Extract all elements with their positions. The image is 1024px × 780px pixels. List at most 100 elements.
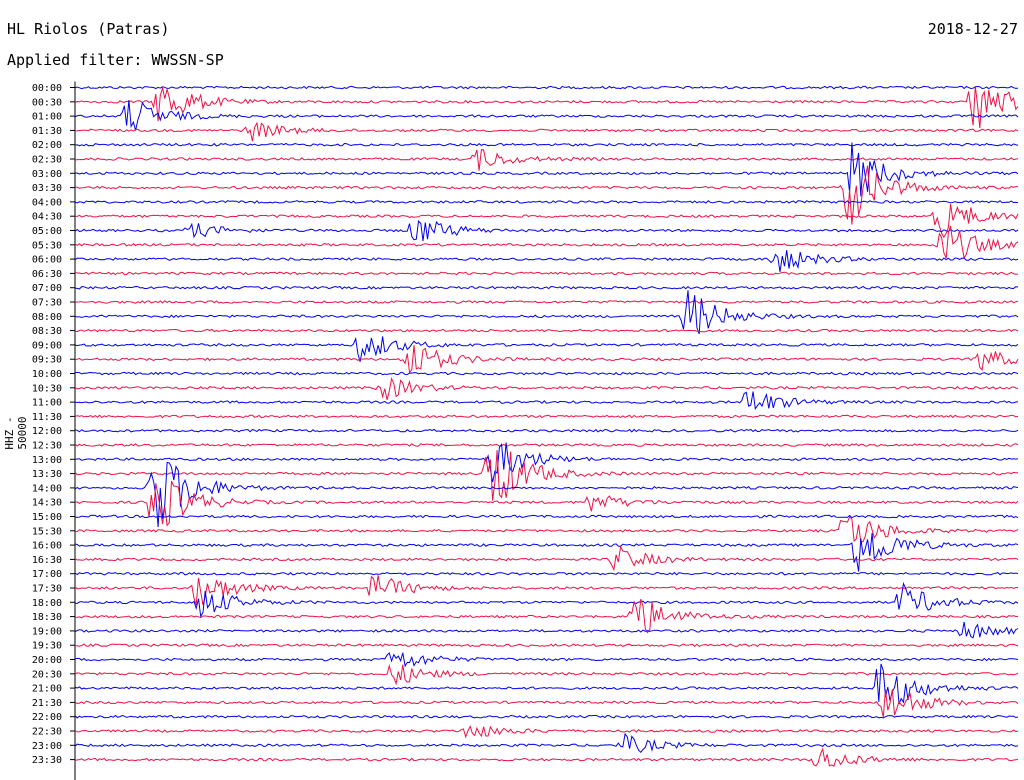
trace-row-1330 bbox=[74, 450, 1019, 501]
trace-row-2300 bbox=[74, 732, 1019, 754]
row-time-label: 17:00 bbox=[32, 569, 62, 580]
row-time-label: 23:30 bbox=[32, 755, 62, 766]
trace-row-2000 bbox=[74, 652, 1019, 668]
trace-row-2130 bbox=[74, 689, 1019, 718]
row-time-label: 20:00 bbox=[32, 655, 62, 666]
trace-row-1230 bbox=[74, 443, 1019, 447]
row-time-label: 03:00 bbox=[32, 169, 62, 180]
trace-row-2230 bbox=[74, 725, 1019, 739]
trace-row-1900 bbox=[74, 621, 1019, 639]
trace-row-1630 bbox=[74, 544, 1019, 572]
row-time-label: 15:30 bbox=[32, 526, 62, 537]
trace-row-1030 bbox=[74, 376, 1019, 401]
row-time-label: 00:30 bbox=[32, 97, 62, 108]
trace-row-1600 bbox=[74, 533, 1019, 572]
trace-row-2200 bbox=[74, 714, 1019, 719]
row-time-label: 05:30 bbox=[32, 240, 62, 251]
trace-row-0100 bbox=[74, 99, 1019, 131]
trace-row-1400 bbox=[74, 461, 1019, 528]
date-label: 2018-12-27 bbox=[927, 20, 1018, 38]
row-time-label: 16:30 bbox=[32, 555, 62, 566]
row-time-label: 23:00 bbox=[32, 741, 62, 752]
trace-row-1800 bbox=[75, 581, 1019, 618]
row-time-label: 04:00 bbox=[32, 197, 62, 208]
trace-row-0930 bbox=[74, 345, 1019, 374]
trace-row-0200 bbox=[74, 142, 1019, 147]
row-time-label: 12:00 bbox=[32, 426, 62, 437]
station-title: HL Riolos (Patras) bbox=[7, 20, 170, 38]
row-time-label: 08:30 bbox=[32, 326, 62, 337]
trace-row-1930 bbox=[75, 643, 1019, 648]
trace-row-0900 bbox=[74, 336, 1019, 362]
trace-row-1500 bbox=[74, 514, 1019, 519]
row-time-label: 10:30 bbox=[32, 383, 62, 394]
trace-row-0130 bbox=[74, 121, 1019, 142]
row-time-label: 06:00 bbox=[32, 255, 62, 266]
row-time-label: 02:00 bbox=[32, 140, 62, 151]
row-time-label: 14:30 bbox=[32, 498, 62, 509]
row-time-label: 07:00 bbox=[32, 283, 62, 294]
row-time-label: 13:30 bbox=[32, 469, 62, 480]
trace-row-0500 bbox=[74, 219, 1019, 242]
trace-row-0700 bbox=[74, 285, 1019, 290]
row-time-label: 05:00 bbox=[32, 226, 62, 237]
trace-row-0530 bbox=[74, 226, 1019, 260]
trace-row-0600 bbox=[74, 250, 1019, 272]
trace-row-0800 bbox=[74, 290, 1019, 335]
trace-row-0230 bbox=[74, 149, 1019, 171]
row-time-label: 16:00 bbox=[32, 541, 62, 552]
trace-row-0400 bbox=[74, 200, 1019, 204]
trace-row-0630 bbox=[74, 271, 1019, 276]
trace-row-0730 bbox=[74, 300, 1019, 304]
row-time-label: 20:30 bbox=[32, 669, 62, 680]
row-time-label: 01:00 bbox=[32, 112, 62, 123]
trace-row-0000 bbox=[74, 85, 1019, 90]
row-time-label: 09:30 bbox=[32, 355, 62, 366]
trace-row-1730 bbox=[74, 575, 1019, 606]
row-time-label: 19:30 bbox=[32, 641, 62, 652]
trace-row-2030 bbox=[74, 663, 1019, 686]
trace-row-0430 bbox=[75, 204, 1019, 239]
row-time-label: 19:00 bbox=[32, 626, 62, 637]
trace-row-1700 bbox=[74, 571, 1019, 576]
row-time-label: 01:30 bbox=[32, 126, 62, 137]
row-time-label: 13:00 bbox=[32, 455, 62, 466]
row-time-label: 12:30 bbox=[32, 441, 62, 452]
trace-row-0330 bbox=[74, 165, 1018, 225]
row-time-label: 10:00 bbox=[32, 369, 62, 380]
row-time-label: 22:00 bbox=[32, 712, 62, 723]
filter-label: Applied filter: WWSSN-SP bbox=[7, 51, 224, 69]
row-time-label: 17:30 bbox=[32, 584, 62, 595]
row-time-label: 18:30 bbox=[32, 612, 62, 623]
trace-row-2100 bbox=[74, 663, 1019, 705]
row-time-label: 11:30 bbox=[32, 412, 62, 423]
trace-row-1000 bbox=[74, 371, 1019, 376]
row-time-label: 08:00 bbox=[32, 312, 62, 323]
row-time-label: 03:30 bbox=[32, 183, 62, 194]
row-time-label: 21:30 bbox=[32, 698, 62, 709]
row-time-label: 09:00 bbox=[32, 340, 62, 351]
row-time-label: 21:00 bbox=[32, 684, 62, 695]
trace-row-0300 bbox=[74, 142, 1019, 197]
row-time-label: 14:00 bbox=[32, 483, 62, 494]
trace-row-1200 bbox=[74, 428, 1019, 433]
row-time-label: 22:30 bbox=[32, 727, 62, 738]
trace-row-2330 bbox=[74, 747, 1019, 767]
trace-row-1530 bbox=[74, 516, 1019, 543]
row-time-label: 07:30 bbox=[32, 298, 62, 309]
row-time-label: 15:00 bbox=[32, 512, 62, 523]
trace-row-1830 bbox=[74, 598, 1019, 634]
row-time-label: 00:00 bbox=[32, 83, 62, 94]
row-time-label: 04:30 bbox=[32, 212, 62, 223]
row-time-label: 11:00 bbox=[32, 398, 62, 409]
trace-row-0030 bbox=[74, 85, 1019, 129]
trace-row-1300 bbox=[74, 442, 1019, 483]
row-time-label: 06:30 bbox=[32, 269, 62, 280]
trace-row-1430 bbox=[74, 480, 1019, 527]
trace-row-0830 bbox=[74, 328, 1019, 333]
trace-row-1130 bbox=[74, 414, 1019, 419]
trace-row-1100 bbox=[75, 391, 1019, 411]
row-time-label: 18:00 bbox=[32, 598, 62, 609]
